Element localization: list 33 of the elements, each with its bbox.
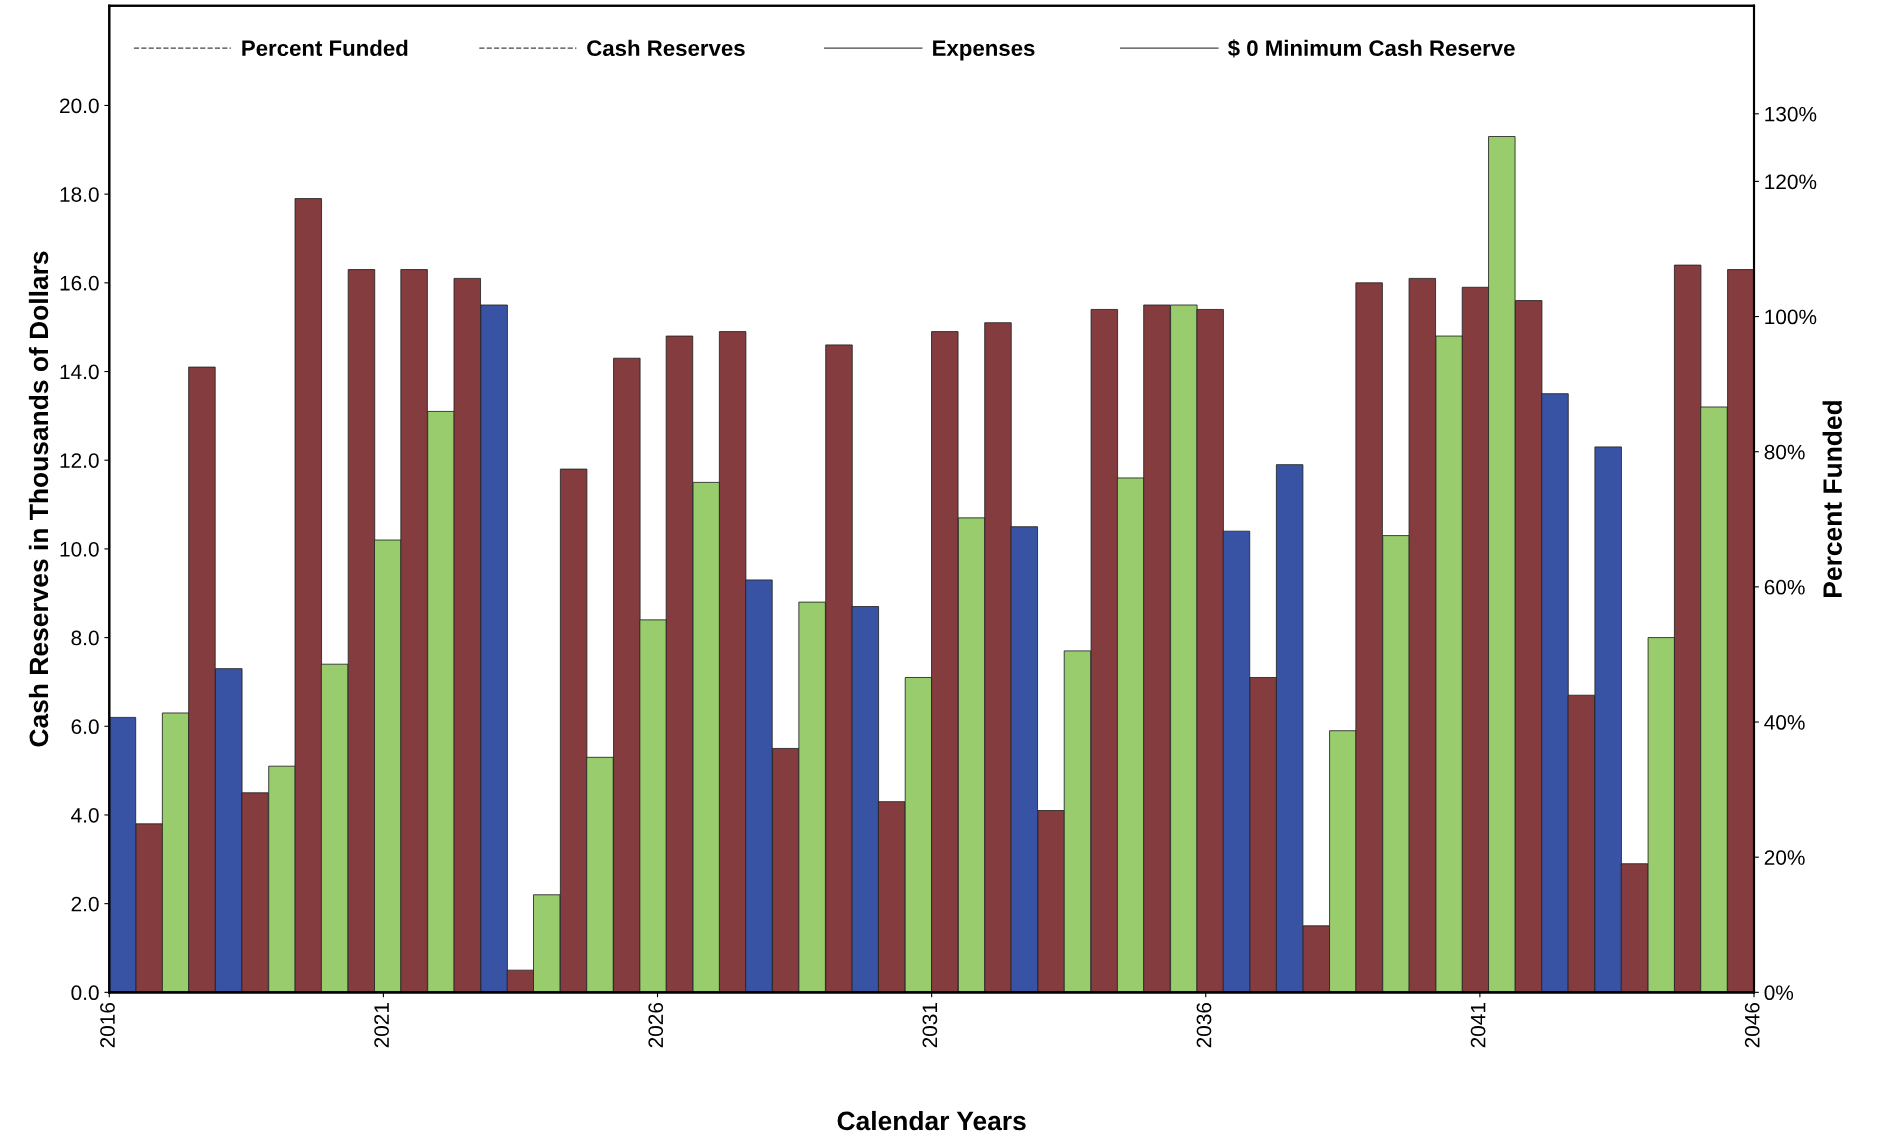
y-axis-title: Cash Reserves in Thousands of Dollars (28, 251, 49, 747)
x-axis-title: Calendar Years (837, 1110, 1026, 1131)
annotation: $ 0 Minimum Cash Reserve (1227, 39, 1515, 58)
x-tick-label: 2021 (374, 1003, 389, 1048)
y-tick-label: 8.0 (71, 630, 99, 646)
y2-tick-label: 120% (1765, 174, 1817, 190)
y-tick-label: 12.0 (60, 453, 99, 468)
y2-tick-label: 100% (1765, 309, 1817, 325)
y-tick-label: 4.0 (71, 807, 99, 823)
y2-tick-label: 130% (1765, 106, 1817, 122)
y2-tick-label: 80% (1764, 444, 1805, 460)
y-tick-label: 2.0 (71, 896, 99, 912)
y2-tick-label: 40% (1764, 715, 1805, 730)
y-tick-label: 10.0 (60, 541, 99, 557)
y-tick-label: 6.0 (71, 719, 99, 735)
annotation: Cash Reserves (587, 39, 745, 57)
y-tick-label: 14.0 (60, 364, 99, 380)
y2-tick-label: 0% (1764, 985, 1794, 1001)
x-tick-label: 2031 (922, 1003, 938, 1048)
x-tick-label: 2026 (648, 1002, 664, 1048)
y2-axis-title: Percent Funded (1822, 401, 1842, 597)
x-tick-label: 2036 (1196, 1002, 1212, 1048)
y-tick-label: 0.0 (71, 985, 99, 1001)
x-tick-label: 2046 (1744, 1002, 1760, 1048)
y2-tick-label: 60% (1764, 579, 1805, 595)
y2-tick-label: 20% (1764, 850, 1805, 865)
annotation: Percent Funded (242, 39, 408, 57)
x-tick-label: 2041 (1470, 1003, 1486, 1048)
y-tick-label: 16.0 (60, 275, 99, 291)
y-tick-label: 18.0 (60, 187, 99, 202)
y-tick-label: 20.0 (60, 98, 99, 114)
x-tick-label: 2016 (100, 1002, 115, 1048)
annotation: Expenses (933, 40, 1035, 61)
